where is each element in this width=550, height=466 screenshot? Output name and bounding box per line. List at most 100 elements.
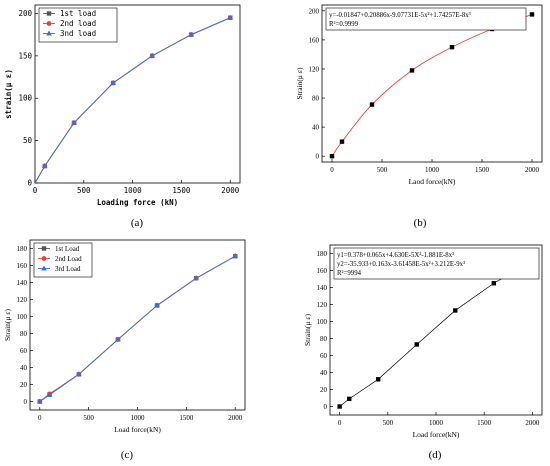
y-tick-label: 200 bbox=[309, 7, 320, 15]
annotation-line-2: R²=0.9999 bbox=[329, 21, 359, 28]
legend-marker bbox=[41, 265, 47, 271]
y-tick-label: 150 bbox=[18, 51, 32, 60]
x-tick-label: 2000 bbox=[525, 419, 540, 427]
data-point bbox=[453, 308, 458, 313]
x-tick-label: 2000 bbox=[228, 414, 243, 422]
series-line-2 bbox=[35, 17, 231, 183]
annotation-line-3: R²=9994 bbox=[337, 270, 362, 277]
annotation-box bbox=[333, 247, 540, 280]
y-tick-label: 160 bbox=[309, 36, 320, 44]
data-point bbox=[154, 302, 160, 308]
y-axis-label: Strain(μ ε) bbox=[295, 67, 304, 99]
x-tick-label: 1500 bbox=[475, 166, 490, 174]
x-tick-label: 1000 bbox=[429, 419, 444, 427]
y-tick-label: 100 bbox=[18, 94, 32, 103]
y-tick-label: 140 bbox=[17, 279, 28, 287]
series-line-1 bbox=[35, 17, 231, 183]
x-axis-label: Load force(kN) bbox=[413, 430, 460, 439]
annotation: y1=0.378+0.065x+4.630E-5X²-1.881E-8x³ y2=… bbox=[333, 247, 540, 280]
y-tick-label: 0 bbox=[27, 179, 32, 188]
y-tick-label: 40 bbox=[320, 369, 328, 377]
data-point bbox=[71, 119, 77, 125]
data-point bbox=[115, 336, 121, 342]
data-point bbox=[232, 253, 239, 259]
y-tick-label: 20 bbox=[20, 381, 28, 389]
x-tick-label: 0 bbox=[38, 414, 42, 422]
chart-panel-a: 0 500 1000 1500 2000 0 50 100 150 200 Loading forc… bbox=[4, 4, 241, 229]
y-tick-label: 60 bbox=[320, 352, 328, 360]
x-axis-label: Loading force (kN) bbox=[97, 198, 178, 207]
y-tick-label: 50 bbox=[23, 136, 33, 145]
series-line-3 bbox=[39, 255, 236, 402]
legend-marker bbox=[41, 256, 47, 261]
data-point bbox=[449, 44, 455, 50]
x-tick-label: 1500 bbox=[179, 414, 194, 422]
legend: 1st Load 2nd Load 3rd Load bbox=[33, 242, 93, 278]
y-tick-label: 160 bbox=[17, 262, 28, 270]
y-tick-label: 160 bbox=[317, 267, 328, 275]
y-tick-label: 0 bbox=[324, 403, 328, 411]
data-point bbox=[76, 371, 82, 377]
plot-frame bbox=[34, 4, 241, 184]
y-tick-label: 120 bbox=[17, 296, 28, 304]
y-tick-label: 120 bbox=[309, 65, 320, 73]
y-tick-label: 80 bbox=[20, 330, 28, 338]
x-tick-label: 500 bbox=[383, 419, 394, 427]
x-axis-label: Laod force(kN) bbox=[409, 177, 456, 186]
data-point bbox=[36, 398, 43, 404]
y-axis-label: strain(μ ε) bbox=[4, 69, 13, 119]
legend-label-1: 1st load bbox=[60, 9, 96, 18]
series-line-3 bbox=[35, 17, 231, 183]
data-point bbox=[375, 377, 381, 382]
chart-panel-c: 0 500 1000 1500 2000 0 20 40 60 80 100 120 140 160 180… bbox=[3, 239, 246, 461]
y-tick-label: 180 bbox=[17, 245, 28, 253]
data-layer bbox=[35, 14, 234, 183]
legend-label-2: 2nd Load bbox=[55, 255, 82, 263]
x-tick-label: 1500 bbox=[477, 419, 492, 427]
data-layer bbox=[337, 258, 535, 409]
x-tick-label: 1000 bbox=[131, 414, 146, 422]
legend-label-3: 3rd Load bbox=[55, 265, 81, 273]
legend-marker bbox=[41, 246, 47, 251]
legend-label-3: 3nd load bbox=[60, 29, 96, 38]
y-tick-label: 40 bbox=[312, 124, 320, 132]
x-tick-label: 0 bbox=[33, 186, 38, 195]
y-axis-label: Strain(μ ε) bbox=[3, 309, 12, 341]
chart-panel-d: 0 500 1000 1500 2000 0 20 40 60 80 100 120 140 160 180… bbox=[303, 244, 543, 461]
x-tick-label: 0 bbox=[338, 419, 342, 427]
legend-marker bbox=[46, 21, 52, 26]
legend-label-2: 2nd load bbox=[60, 19, 96, 28]
panel-caption: (d) bbox=[429, 449, 442, 461]
annotation-line-1: y=-0.01847+0.20886x-9.07731E-5x²+1.74257… bbox=[329, 12, 471, 19]
x-tick-label: 1000 bbox=[124, 186, 143, 195]
y-tick-label: 180 bbox=[317, 250, 328, 258]
x-axis-label: Load force(kN) bbox=[114, 425, 161, 434]
data-point bbox=[414, 342, 419, 347]
y-tick-label: 200 bbox=[18, 9, 32, 18]
x-tick-label: 1000 bbox=[425, 166, 440, 174]
x-tick-label: 500 bbox=[77, 186, 91, 195]
data-point bbox=[347, 396, 352, 402]
data-point bbox=[188, 31, 194, 37]
data-point bbox=[41, 163, 48, 169]
x-tick-label: 500 bbox=[377, 166, 388, 174]
data-point bbox=[329, 153, 335, 159]
legend-marker bbox=[46, 11, 52, 16]
data-point bbox=[193, 275, 199, 281]
legend-label-1: 1st Load bbox=[55, 245, 80, 253]
fit-curve bbox=[331, 14, 533, 157]
panel-caption: (c) bbox=[121, 449, 134, 461]
data-point bbox=[409, 68, 415, 73]
y-tick-label: 0 bbox=[316, 153, 320, 161]
x-tick-label: 2000 bbox=[525, 166, 540, 174]
data-point bbox=[110, 79, 116, 85]
x-tick-label: 2000 bbox=[221, 186, 240, 195]
annotation: y=-0.01847+0.20886x-9.07731E-5x²+1.74257… bbox=[325, 7, 527, 31]
data-point bbox=[491, 281, 497, 286]
data-point bbox=[369, 102, 375, 107]
data-point bbox=[529, 12, 535, 17]
y-tick-label: 20 bbox=[320, 386, 328, 394]
annotation-line-1: y1=0.378+0.065x+4.630E-5X²-1.881E-8x³ bbox=[337, 252, 454, 259]
